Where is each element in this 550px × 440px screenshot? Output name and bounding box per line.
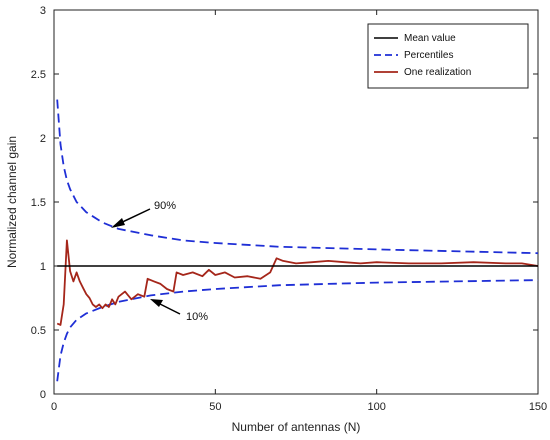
y-tick-label: 0 xyxy=(40,389,46,401)
annotations: 90% 10% xyxy=(111,200,208,323)
series-layer xyxy=(56,99,539,382)
x-tick-label: 100 xyxy=(367,401,385,413)
y-tick-label: 2 xyxy=(40,133,46,145)
legend-label-realization: One realization xyxy=(404,67,471,78)
annotation-arrowhead-90 xyxy=(111,218,125,228)
legend: Mean value Percentiles One realization xyxy=(367,23,529,89)
y-tick-label: 1.5 xyxy=(31,197,46,209)
legend-label-percentiles: Percentiles xyxy=(404,50,453,61)
y-tick-label: 3 xyxy=(40,5,46,17)
legend-box xyxy=(367,23,529,89)
y-tick-label: 2.5 xyxy=(31,69,46,81)
series-90th-percentile xyxy=(56,99,539,255)
y-tick-label: 1 xyxy=(40,261,46,273)
annotation-label-10: 10% xyxy=(186,311,208,323)
annotation-label-90: 90% xyxy=(154,200,176,212)
annotation-arrowhead-10 xyxy=(150,299,163,307)
legend-label-mean: Mean value xyxy=(404,33,456,44)
y-axis-label: Normalized channel gain xyxy=(5,136,19,268)
series-one-realization xyxy=(56,239,539,326)
axis-ticks: 0 50 100 150 0 0.5 1 1.5 2 2.5 3 xyxy=(31,5,547,413)
x-tick-label: 150 xyxy=(529,401,547,413)
x-tick-label: 50 xyxy=(209,401,221,413)
x-tick-label: 0 xyxy=(51,401,57,413)
x-axis-label: Number of antennas (N) xyxy=(232,420,361,434)
y-tick-label: 0.5 xyxy=(31,325,46,337)
series-10th-percentile xyxy=(56,279,539,382)
